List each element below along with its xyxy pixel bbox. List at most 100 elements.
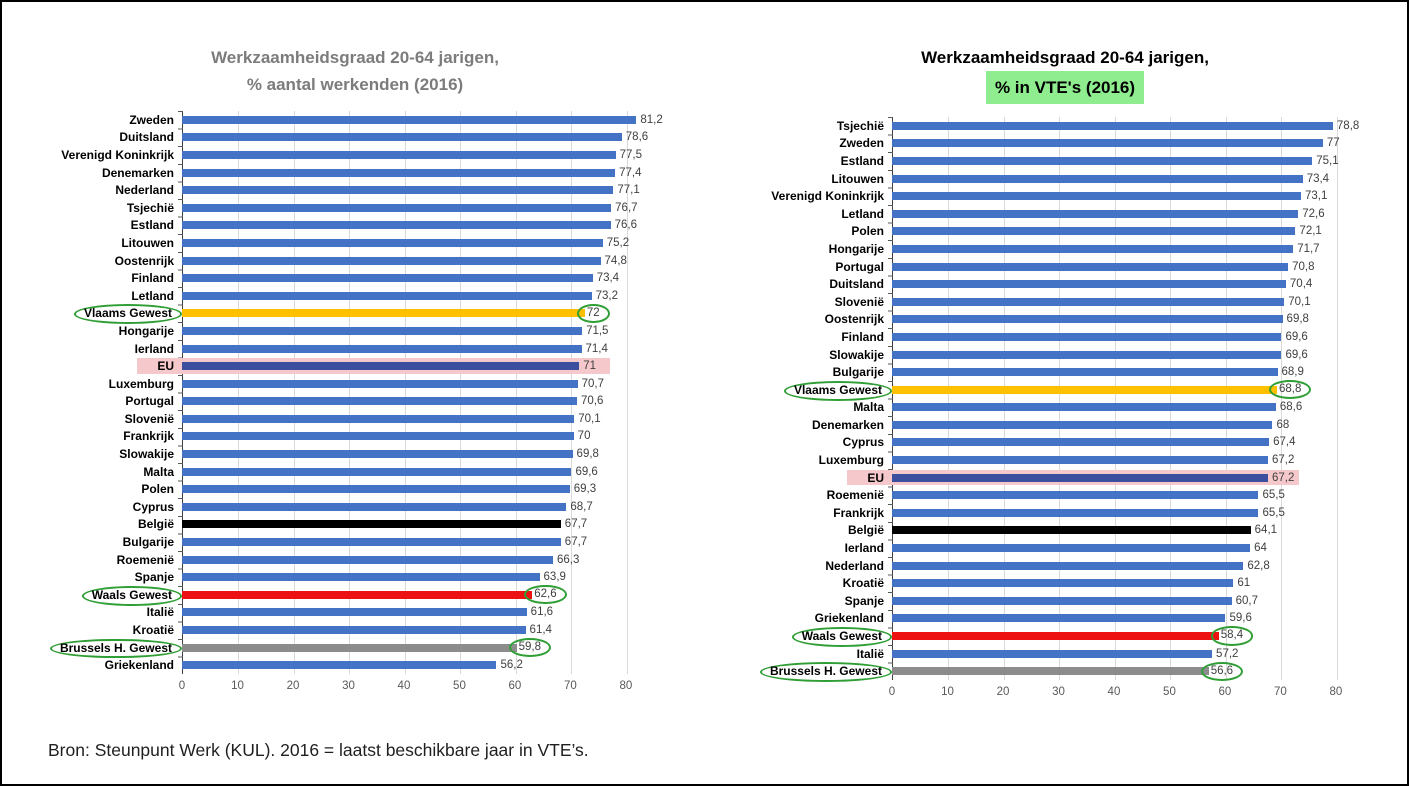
category-label-cell: Zweden <box>754 136 892 150</box>
bar-track: 62,8 <box>892 557 1376 575</box>
category-label: Finland <box>131 271 174 286</box>
category-label-cell: Griekenland <box>44 658 182 672</box>
category-label: Ierland <box>844 541 884 556</box>
bar-default <box>892 508 1259 517</box>
category-label: EU <box>867 470 884 485</box>
value-label: 68,9 <box>1281 366 1304 379</box>
bar-belgium <box>892 526 1251 535</box>
category-label-cell: Estland <box>44 218 182 232</box>
bar-track: 77,4 <box>182 164 666 182</box>
bar-track: 76,6 <box>182 217 666 235</box>
bar-default <box>182 502 567 511</box>
bar-track: 61 <box>892 574 1376 592</box>
bar-default <box>182 133 622 142</box>
bar-default <box>892 438 1270 447</box>
category-label-cell: Frankrijk <box>754 506 892 520</box>
category-label-cell: Portugal <box>44 394 182 408</box>
source-note: Bron: Steunpunt Werk (KUL). 2016 = laats… <box>48 740 589 760</box>
category-label: Waals Gewest <box>791 627 892 647</box>
value-label: 64,1 <box>1254 524 1278 537</box>
bar-row: Vlaams Gewest 68,8 <box>754 380 1376 401</box>
bar-track: 69,8 <box>892 311 1376 329</box>
category-label: Verenigd Koninkrijk <box>771 189 884 204</box>
bar-default <box>892 491 1259 500</box>
category-label: Nederland <box>825 558 884 573</box>
bar-row: Frankrijk 70 <box>44 428 666 446</box>
category-label: Tsjechië <box>836 118 884 133</box>
value-label: 59,6 <box>1229 612 1252 625</box>
category-label: Slowakije <box>829 347 884 362</box>
x-axis-tick: 80 <box>619 680 633 692</box>
category-label: Griekenland <box>814 611 884 626</box>
bar-wallonia <box>892 632 1219 641</box>
plot-area-left: Zweden 81,2 Duitsland 78,6 Verenigd Koninkri… <box>44 111 666 674</box>
value-label: 62,6 <box>524 585 567 605</box>
bar-default <box>182 256 601 265</box>
category-label: Kroatië <box>842 576 884 591</box>
bar-default <box>182 168 616 177</box>
bar-row: Oostenrijk 69,8 <box>754 311 1376 329</box>
bar-track: 71,4 <box>182 340 666 358</box>
bar-track: 69,6 <box>182 463 666 481</box>
bar-row: Cyprus 68,7 <box>44 498 666 516</box>
bar-default <box>892 156 1313 165</box>
bar-default <box>892 121 1333 130</box>
category-label: Estland <box>130 218 174 233</box>
bar-default <box>892 297 1285 306</box>
bar-default <box>182 291 592 300</box>
category-label: Frankrijk <box>833 505 884 520</box>
category-label: Litouwen <box>121 235 174 250</box>
category-label: EU <box>157 359 174 374</box>
bar-row: Spanje 60,7 <box>754 592 1376 610</box>
value-label: 69,6 <box>1285 330 1308 343</box>
category-label-cell: Vlaams Gewest <box>754 380 892 401</box>
gridlines <box>888 117 1373 680</box>
category-label: Letland <box>131 288 174 303</box>
bar-default <box>892 579 1234 588</box>
value-label: 70,6 <box>581 395 604 408</box>
bar-default <box>182 538 561 547</box>
category-label: Luxemburg <box>818 453 884 468</box>
gridline-20 <box>293 111 295 674</box>
gridline-40 <box>404 111 406 674</box>
bar-track: 68,6 <box>892 399 1376 417</box>
gridline-30 <box>349 111 351 674</box>
category-label-cell: Luxemburg <box>754 453 892 467</box>
bar-row: Spanje 63,9 <box>44 568 666 586</box>
category-label: Denemarken <box>101 165 174 180</box>
bar-track: 74,8 <box>182 252 666 270</box>
bar-track: 67,4 <box>892 434 1376 452</box>
category-label-cell: Kroatië <box>754 576 892 590</box>
category-label-cell: Tsjechië <box>754 119 892 133</box>
gridline-60 <box>515 111 517 674</box>
bar-row: Slowakije 69,8 <box>44 445 666 463</box>
category-label-cell: EU <box>754 471 892 485</box>
bar-track: 78,8 <box>892 117 1376 135</box>
bar-row: Verenigd Koninkrijk 77,5 <box>44 146 666 164</box>
bar-default <box>892 649 1213 658</box>
category-label: Malta <box>853 400 884 415</box>
category-label-cell: Cyprus <box>44 500 182 514</box>
category-label-cell: Brussels H. Gewest <box>754 662 892 682</box>
value-label: 75,1 <box>1316 154 1339 167</box>
bar-row: Griekenland 56,2 <box>44 656 666 674</box>
bar-track: 68,7 <box>182 498 666 516</box>
bar-track: 77,1 <box>182 181 666 199</box>
bar-row: Cyprus 67,4 <box>754 434 1376 452</box>
value-label: 70,1 <box>578 412 601 425</box>
bar-track: 66,3 <box>182 551 666 569</box>
bar-row: Nederland 77,1 <box>44 181 666 199</box>
gridline-30 <box>1059 117 1061 680</box>
value-label: 69,3 <box>573 483 597 496</box>
x-axis-left: 0 10 20 30 40 50 60 70 80 <box>179 680 662 698</box>
bar-track: 76,7 <box>182 199 666 217</box>
bar-track: 68,8 <box>892 380 1376 400</box>
bar-row: Brussels H. Gewest 56,6 <box>754 661 1376 682</box>
bar-row: Litouwen 75,2 <box>44 234 666 252</box>
bar-row: Duitsland 78,6 <box>44 129 666 147</box>
gridline-70 <box>571 111 573 674</box>
value-label: 69,6 <box>575 465 598 478</box>
category-label-cell: Oostenrijk <box>754 312 892 326</box>
category-label: Hongarije <box>828 241 884 256</box>
category-label: Roemenië <box>116 552 174 567</box>
